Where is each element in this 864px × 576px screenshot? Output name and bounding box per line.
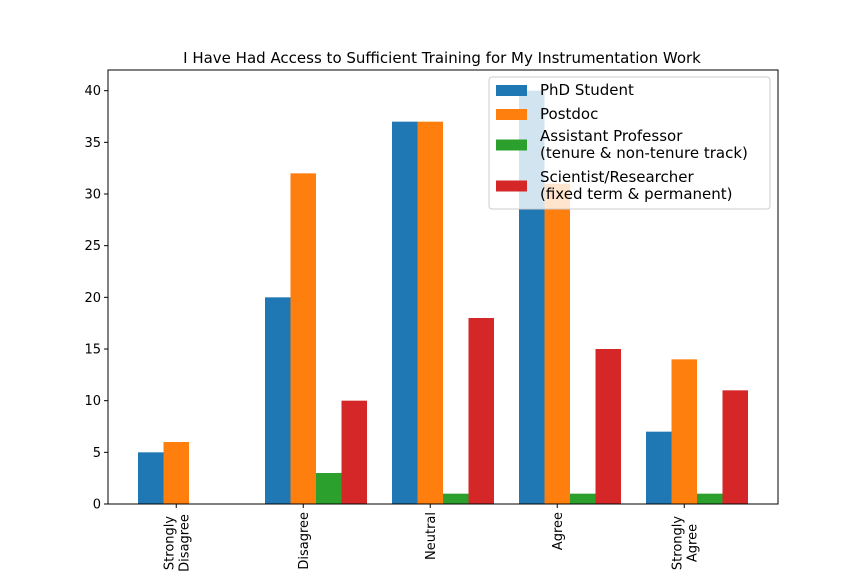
y-tick-label-7: 35 — [84, 136, 101, 151]
x-tick-label-4-line-0: Strongly — [670, 516, 685, 570]
bar-series-2-category-2 — [443, 493, 469, 504]
bar-series-1-category-0 — [163, 442, 189, 504]
x-tick-label-0-line-0: Strongly — [162, 516, 177, 570]
bar-series-1-category-1 — [290, 173, 316, 505]
bar-series-1-category-3 — [544, 183, 570, 504]
bar-series-2-category-1 — [316, 473, 342, 504]
bar-series-0-category-1 — [265, 297, 291, 504]
y-tick-label-5: 25 — [84, 239, 101, 254]
bar-series-3-category-2 — [468, 318, 494, 504]
x-tick-label-4-line-1: Agree — [685, 524, 700, 562]
plot-frame — [107, 69, 779, 505]
x-tick-label-1: Disagree — [297, 512, 312, 570]
x-tick-label-4: Strongly Agree — [670, 516, 700, 570]
bar-series-1-category-2 — [417, 121, 443, 505]
legend-swatch-1 — [496, 109, 527, 120]
x-tick-label-3-line-0: Agree — [551, 512, 566, 550]
legend-swatch-2 — [496, 139, 527, 151]
x-tick-label-3: Agree — [551, 512, 566, 550]
y-tick-label-2: 10 — [84, 394, 101, 409]
legend-label-0-line-0: PhD Student — [540, 81, 634, 99]
x-tick-label-2-line-0: Neutral — [424, 512, 439, 560]
x-tick-label-2: Neutral — [424, 512, 439, 560]
bar-series-0-category-4 — [646, 431, 672, 504]
bar-series-3-category-3 — [595, 349, 621, 504]
legend: PhD Student Postdoc Assistant Professor(te… — [488, 76, 771, 210]
y-tick-label-3: 15 — [84, 343, 101, 358]
legend-label-2-line-0: Assistant Professor — [540, 127, 683, 145]
bar-series-0-category-0 — [138, 452, 164, 504]
bar-series-0-category-2 — [392, 121, 418, 505]
y-tick-label-1: 5 — [93, 446, 101, 461]
y-tick-label-0: 0 — [93, 498, 101, 513]
x-tick-label-0: Strongly Disagree — [162, 514, 192, 572]
bar-series-2-category-3 — [570, 493, 596, 504]
legend-label-1-line-0: Postdoc — [540, 105, 598, 123]
x-tick-label-0-line-1: Disagree — [177, 514, 192, 572]
x-tick-label-1-line-0: Disagree — [297, 512, 312, 570]
legend-label-3-line-1: (fixed term & permanent) — [540, 185, 733, 203]
legend-label-2-line-1: (tenure & non-tenure track) — [540, 144, 748, 162]
legend-swatch-3 — [496, 180, 527, 192]
y-tick-label-8: 40 — [84, 84, 101, 99]
legend-frame — [488, 76, 771, 210]
bar-series-1-category-4 — [671, 359, 697, 504]
bar-series-3-category-1 — [341, 400, 367, 504]
bar-series-3-category-4 — [722, 390, 748, 504]
y-tick-label-4: 20 — [84, 291, 101, 306]
legend-swatch-0 — [496, 85, 527, 96]
legend-label-3-line-0: Scientist/Researcher — [540, 168, 695, 186]
y-tick-label-6: 30 — [84, 188, 101, 203]
chart-title: I Have Had Access to Sufficient Training… — [183, 49, 701, 67]
bar-series-2-category-4 — [697, 493, 723, 504]
